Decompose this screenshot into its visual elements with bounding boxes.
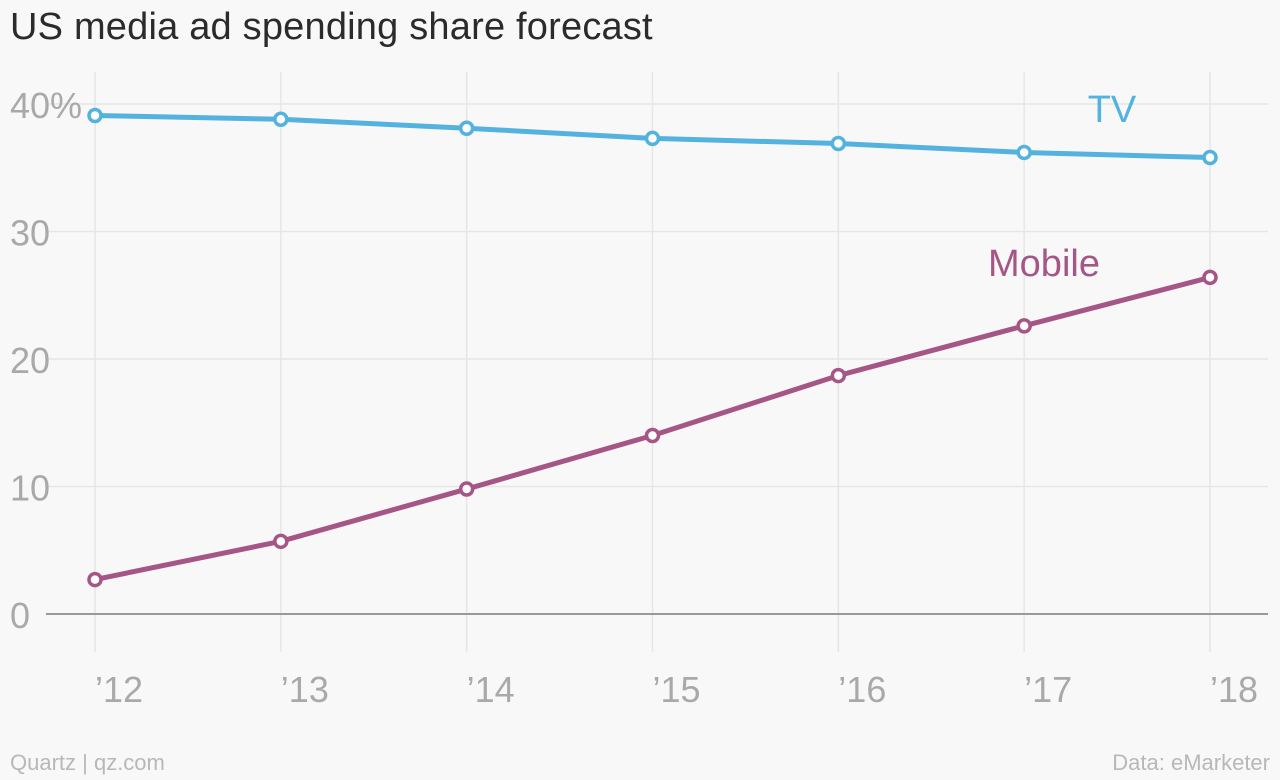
mobile-data-point — [644, 427, 661, 444]
mobile-data-point — [830, 367, 847, 384]
y-tick-label: 40% — [10, 85, 82, 126]
chart-title: US media ad spending share forecast — [10, 6, 653, 48]
x-tick-label: ’12 — [95, 669, 143, 710]
y-tick-label: 20 — [10, 340, 50, 381]
tv-data-point — [644, 130, 661, 147]
y-tick-label: 30 — [10, 213, 50, 254]
y-tick-label: 0 — [10, 595, 30, 636]
mobile-data-point — [1202, 269, 1218, 286]
x-tick-label: ’13 — [281, 669, 329, 710]
source-credit: Quartz | qz.com — [10, 750, 165, 775]
grid-layer — [46, 72, 1268, 652]
label-layer: TV Mobile — [988, 89, 1137, 285]
mobile-data-point — [87, 571, 103, 588]
tv-data-point — [1016, 144, 1032, 161]
x-tick-label: ’15 — [652, 669, 700, 710]
x-tick-label: ’17 — [1024, 669, 1072, 710]
x-tick-label: ’18 — [1210, 669, 1258, 710]
mobile-data-point — [273, 533, 289, 550]
tv-data-point — [273, 111, 289, 128]
y-tick-label: 10 — [10, 468, 50, 509]
tv-data-point — [830, 135, 847, 152]
x-tick-label: ’16 — [838, 669, 886, 710]
series-layer — [87, 107, 1218, 588]
x-tick-label: ’14 — [467, 669, 515, 710]
tv-series-label: TV — [1088, 89, 1137, 131]
tv-data-point — [87, 107, 103, 124]
mobile-series-label: Mobile — [988, 243, 1100, 285]
tv-data-point — [1202, 149, 1218, 166]
axis-layer: 0 10 20 30 40% ’12 ’13 ’14 ’15 ’16 ’17 ’18 — [10, 85, 1258, 710]
tv-data-point — [458, 120, 475, 136]
mobile-data-point — [458, 481, 475, 497]
data-credit: Data: eMarketer — [1112, 750, 1270, 775]
mobile-data-point — [1016, 318, 1032, 334]
